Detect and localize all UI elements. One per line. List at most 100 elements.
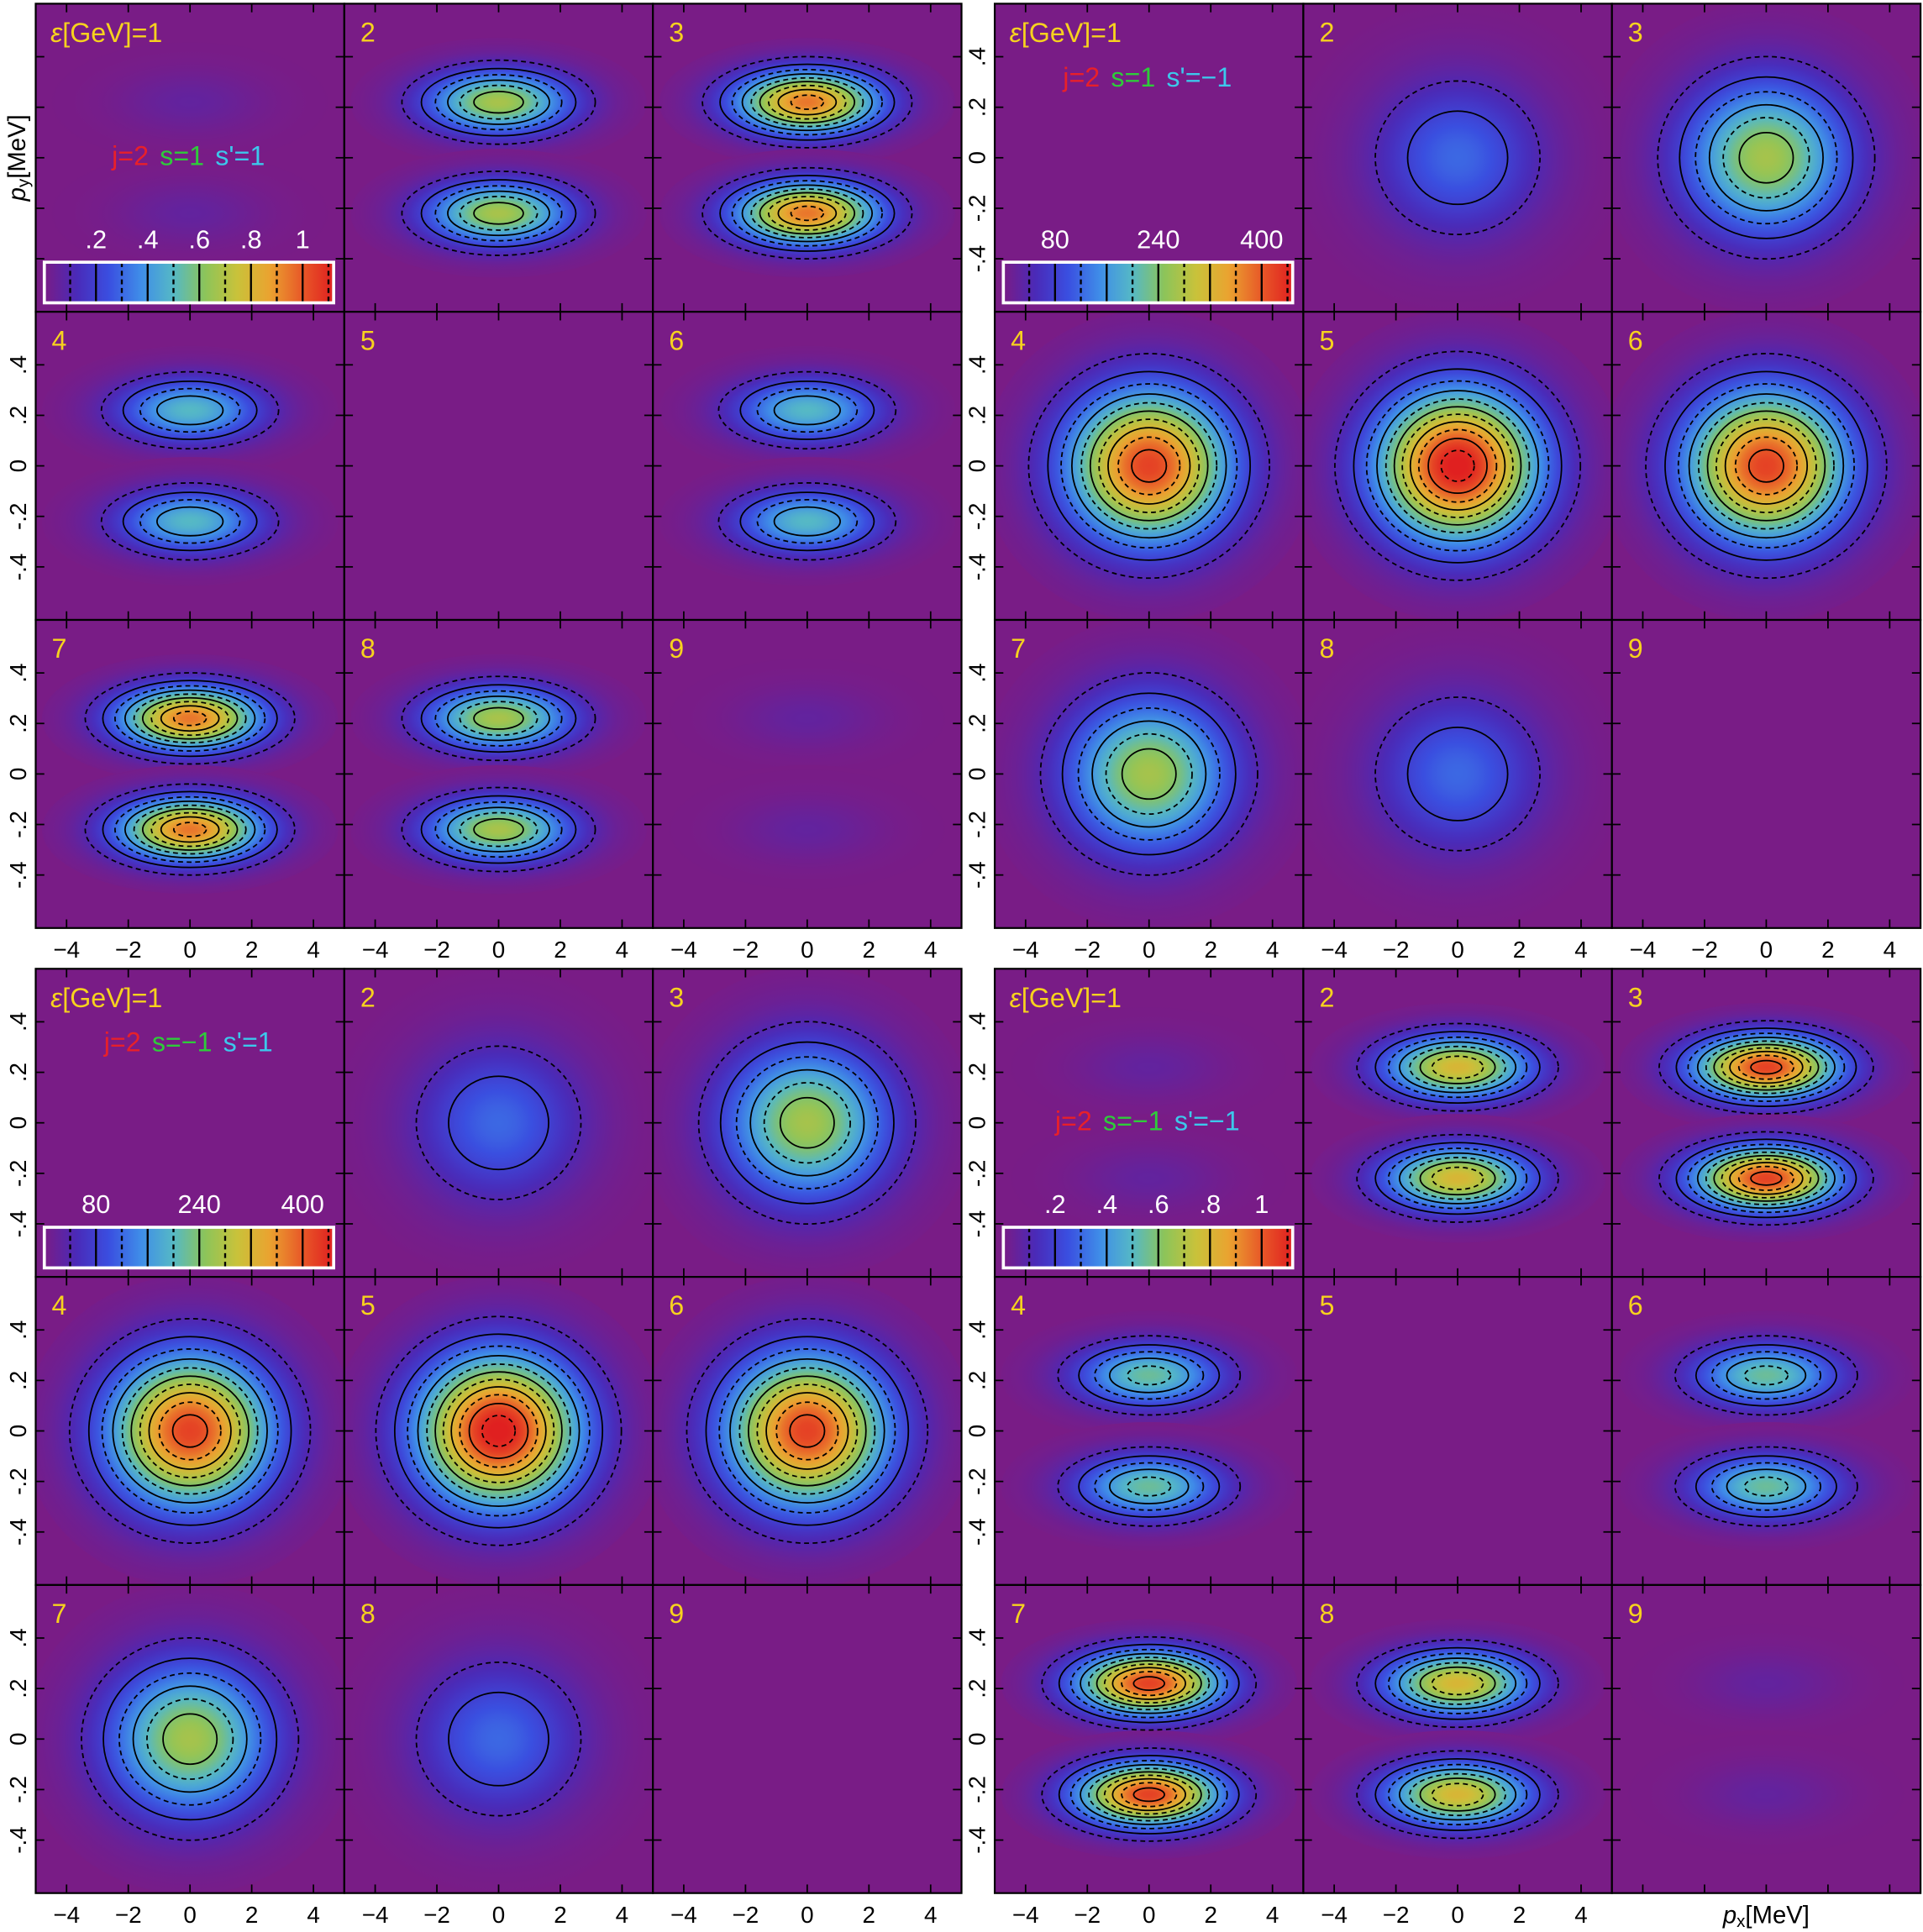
contour-line (459, 196, 539, 231)
y-tick-label: .4 (5, 1628, 31, 1647)
y-tick-label: .2 (5, 714, 31, 733)
contour-line (1058, 1755, 1240, 1835)
colorbar (44, 1227, 334, 1268)
contour-line (442, 1378, 555, 1483)
quadrant: -.4-.20.2.4ε[GeV]=1j=2 s=−1 s'=−1.2.4.6.8 1… (964, 968, 1922, 1931)
y-tick-label: .2 (964, 1063, 990, 1082)
panel-label: 4 (1011, 325, 1026, 355)
intensity-peak (1618, 1619, 1915, 1748)
panel-label: 9 (669, 1599, 684, 1629)
contour-line (1409, 1662, 1506, 1705)
intensity-peak (1001, 1114, 1298, 1243)
y-tick-label: -.4 (5, 1826, 31, 1853)
panel (1611, 969, 1921, 1278)
colorbar-tick-label: 240 (178, 1189, 221, 1219)
contour-line (447, 79, 550, 125)
contour-line (765, 1392, 849, 1470)
contour-line (401, 675, 596, 762)
colorbar-tick-label: .6 (1148, 1189, 1169, 1219)
y-tick-label: 0 (964, 1425, 990, 1437)
panel (653, 1584, 962, 1893)
colorbar-tick-label: 80 (1041, 224, 1069, 254)
panel-label: 2 (1319, 18, 1334, 48)
contour-line (1108, 1357, 1190, 1394)
x-tick-label: 4 (924, 937, 937, 963)
x-tick-label: −2 (423, 1902, 450, 1928)
y-tick-label: .2 (964, 406, 990, 425)
y-tick-label: -.4 (964, 861, 990, 888)
panel-label: 7 (52, 633, 67, 664)
colorbar-tick-label: 1 (1254, 1189, 1269, 1219)
y-tick-label: -.2 (964, 502, 990, 529)
contour-line (1047, 370, 1252, 561)
contour-line (1393, 406, 1522, 526)
colorbar-frame (1001, 260, 1295, 305)
contour-line (1374, 696, 1541, 852)
panel (1611, 3, 1921, 312)
contour-line (779, 1096, 835, 1149)
contour-line (156, 506, 224, 537)
quantum-labels: j=2 s=1 s'=−1 (1062, 61, 1232, 92)
panel (995, 1277, 1304, 1585)
intensity-peak (1309, 1002, 1606, 1132)
x-axis-label-sub: x (1736, 1912, 1746, 1931)
contour-line (447, 696, 550, 742)
quantum-labels: j=2 s=−1 s'=−1 (1054, 1105, 1240, 1136)
contour-line (459, 1394, 539, 1468)
contour-line (459, 811, 539, 848)
contour-line (1658, 1020, 1874, 1115)
contour-line (141, 808, 239, 851)
intensity-peak (1618, 1310, 1915, 1441)
y-tick-label: .2 (964, 1371, 990, 1390)
panel-label: 7 (1011, 633, 1026, 664)
panel-label: 8 (360, 1599, 376, 1629)
contour-line (81, 1636, 300, 1841)
contour-line (1431, 1782, 1484, 1807)
panel-label: 3 (669, 982, 684, 1012)
intensity-peak (995, 312, 1304, 620)
panel-label: 4 (52, 325, 67, 355)
contour-line (719, 174, 896, 252)
contour-line (1737, 1054, 1794, 1080)
intensity-peak (344, 1584, 654, 1893)
y-tick-label: -.2 (964, 811, 990, 837)
colorbar (44, 262, 334, 303)
contour-line (719, 1041, 895, 1205)
contour-line (1694, 91, 1838, 225)
y-tick-label: 0 (964, 459, 990, 472)
energy-value: 1 (1106, 982, 1122, 1012)
contour-line (1089, 410, 1209, 522)
contour-line (773, 395, 841, 426)
contour-line (1131, 449, 1168, 483)
x-tick-label: 4 (1266, 1902, 1279, 1928)
contour-line (1039, 672, 1258, 876)
quantum-label: j=2 (103, 1026, 141, 1057)
panel-background (995, 3, 1304, 312)
contour-line (759, 81, 856, 124)
panel (1303, 969, 1612, 1278)
y-tick-label: -.4 (964, 1210, 990, 1237)
contour-line (417, 1355, 581, 1507)
contour-line (1080, 1652, 1219, 1714)
panel (344, 1277, 654, 1585)
panel (995, 619, 1304, 928)
y-tick-label: .4 (5, 664, 31, 683)
x-tick-label: −4 (1012, 937, 1039, 963)
contour-line (1069, 1760, 1228, 1830)
contour-line (139, 387, 241, 433)
panel (1303, 1584, 1612, 1893)
x-tick-label: 4 (1574, 1902, 1587, 1928)
contour-line (375, 1315, 623, 1546)
contour-line (701, 55, 913, 149)
y-tick-label: -.4 (964, 1826, 990, 1853)
contour-line (735, 1056, 879, 1190)
panel (653, 969, 962, 1278)
energy-symbol: ε (1010, 982, 1022, 1012)
colorbar (1003, 262, 1293, 303)
x-tick-label: 0 (1451, 937, 1463, 963)
contour-line (1706, 410, 1826, 522)
x-tick-label: −4 (1012, 1902, 1039, 1928)
y-tick-label: .4 (5, 1320, 31, 1340)
contour-line (1334, 350, 1582, 581)
contour-line (1356, 1022, 1559, 1112)
